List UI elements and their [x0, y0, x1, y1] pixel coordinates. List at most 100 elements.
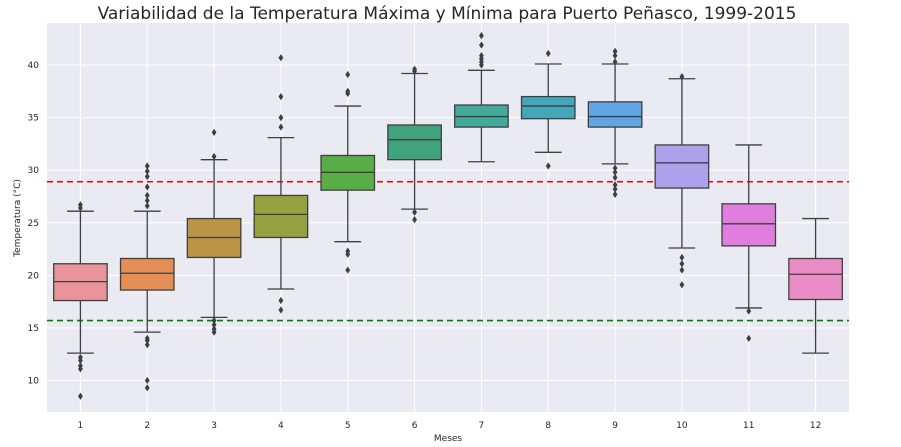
boxes — [53, 32, 843, 400]
outlier-point — [144, 191, 150, 200]
outlier-point — [278, 123, 284, 131]
outlier-point — [412, 216, 417, 224]
outlier-point — [144, 183, 150, 191]
outlier-point — [278, 92, 284, 101]
box — [253, 194, 309, 239]
box-group-3 — [186, 128, 242, 336]
outlier-point — [612, 190, 618, 198]
outlier-point — [211, 316, 217, 325]
x-tick-label: 4 — [278, 421, 284, 431]
outlier-point — [612, 164, 618, 172]
x-tick-label: 10 — [676, 421, 688, 431]
outlier-point — [545, 49, 551, 58]
box-group-2 — [119, 162, 175, 392]
box-group-6 — [387, 65, 442, 224]
outlier-point — [78, 365, 83, 373]
outlier-point — [612, 168, 618, 176]
box — [520, 95, 576, 120]
outlier-point — [144, 202, 150, 210]
x-tick-label: 6 — [412, 421, 418, 431]
outlier-point — [746, 307, 752, 315]
outlier-point — [612, 185, 618, 193]
outlier-point — [479, 51, 484, 60]
outlier-point — [679, 260, 685, 268]
outlier-point — [144, 341, 150, 349]
outlier-point — [545, 162, 551, 170]
box — [788, 257, 843, 301]
outlier-point — [211, 321, 217, 329]
outlier-point — [144, 162, 150, 170]
outlier-point — [345, 70, 351, 79]
box-group-8 — [520, 49, 576, 170]
outlier-point — [144, 376, 150, 385]
x-tick-label: 12 — [810, 421, 821, 431]
x-tick-label: 5 — [345, 421, 351, 431]
outlier-point — [612, 173, 618, 182]
outlier-point — [78, 392, 83, 400]
outlier-point — [345, 266, 351, 274]
outlier-point — [278, 306, 284, 314]
outlier-point — [78, 356, 83, 365]
outlier-point — [278, 114, 284, 122]
outlier-point — [278, 296, 284, 305]
outlier-point — [679, 253, 685, 262]
reference-lines — [47, 180, 849, 322]
box — [387, 124, 442, 161]
outlier-point — [612, 47, 618, 55]
outlier-point — [679, 73, 685, 81]
outlier-point — [479, 41, 484, 49]
box-group-4 — [253, 54, 309, 314]
x-tick-label: 2 — [144, 421, 150, 431]
x-axis-label: Meses — [434, 434, 463, 444]
box-group-11 — [721, 144, 777, 343]
box-group-12 — [788, 217, 843, 354]
plot-area — [47, 23, 849, 412]
y-tick-label: 40 — [28, 61, 40, 71]
x-tick-label: 11 — [743, 421, 754, 431]
outlier-point — [211, 152, 217, 161]
x-tick-label: 8 — [545, 421, 551, 431]
outlier-point — [612, 181, 618, 189]
outlier-point — [144, 197, 150, 205]
outlier-point — [612, 51, 618, 60]
outlier-point — [479, 32, 484, 40]
x-tick-label: 9 — [612, 421, 618, 431]
y-tick-label: 15 — [28, 324, 39, 334]
outlier-point — [612, 58, 618, 66]
y-tick-label: 10 — [28, 376, 40, 386]
box-group-7 — [454, 32, 509, 163]
y-tick-label: 35 — [28, 114, 39, 124]
outlier-point — [412, 208, 417, 216]
outlier-point — [211, 328, 217, 336]
outlier-point — [144, 336, 150, 345]
outlier-point — [211, 128, 217, 136]
outlier-point — [144, 172, 150, 181]
box — [119, 257, 175, 291]
box-group-1 — [53, 201, 108, 400]
box — [721, 203, 777, 247]
y-axis-label: Temperatura (°C) — [13, 179, 23, 258]
outlier-point — [345, 87, 351, 95]
outlier-point — [144, 167, 150, 175]
x-tick-label: 7 — [479, 421, 485, 431]
y-tick-label: 30 — [28, 166, 40, 176]
outlier-point — [345, 250, 351, 258]
y-tick-label: 20 — [28, 271, 40, 281]
box-group-9 — [587, 47, 643, 198]
outlier-point — [746, 334, 752, 343]
outlier-point — [78, 201, 83, 209]
outlier-point — [278, 54, 284, 62]
y-tick-label: 25 — [28, 219, 39, 229]
x-tick-label: 3 — [211, 421, 217, 431]
box — [654, 144, 710, 189]
box-group-10 — [654, 73, 710, 289]
box — [587, 101, 643, 128]
outlier-point — [679, 266, 685, 274]
x-tick-label: 1 — [78, 421, 84, 431]
outlier-point — [679, 281, 685, 289]
chart-title: Variabilidad de la Temperatura Máxima y … — [98, 4, 797, 24]
outlier-point — [412, 65, 417, 73]
box-group-5 — [320, 70, 376, 274]
